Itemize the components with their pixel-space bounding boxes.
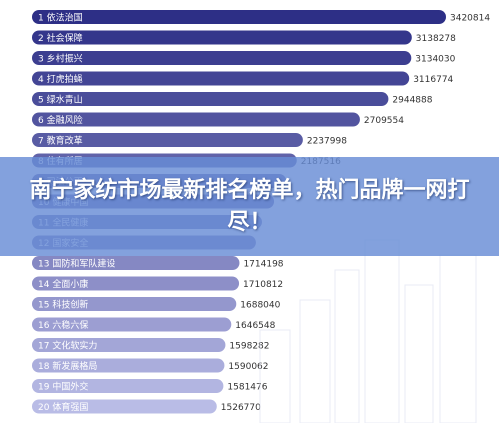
headline-banner: 南宁家纺市场最新排名榜单，热门品牌一网打尽！: [0, 157, 499, 256]
bar: [32, 399, 217, 414]
bar: [32, 30, 412, 45]
bar: [32, 317, 232, 332]
category-label: 4 打虎拍蝇: [38, 73, 83, 85]
category-label: 15 科技创新: [38, 299, 88, 311]
value-label: 3138278: [416, 34, 456, 44]
value-label: 2237998: [307, 137, 347, 147]
value-label: 1710812: [243, 280, 283, 290]
value-label: 1581476: [227, 383, 267, 393]
value-label: 1688040: [240, 301, 280, 311]
value-label: 1590062: [228, 362, 268, 372]
bar: [32, 297, 237, 311]
category-label: 7 教育改革: [38, 135, 83, 147]
category-label: 19 中国外交: [38, 381, 88, 393]
category-label: 18 新发展格局: [38, 360, 97, 372]
bar: [32, 71, 410, 86]
value-label: 3420814: [450, 14, 490, 24]
bar: [32, 92, 389, 106]
bar: [32, 133, 303, 147]
value-label: 3134030: [415, 55, 455, 65]
value-label: 1598282: [229, 342, 269, 352]
category-label: 17 文化软实力: [38, 340, 97, 352]
bar: [32, 276, 240, 291]
bar: [32, 112, 360, 127]
category-label: 14 全面小康: [38, 278, 88, 290]
category-label: 3 乡村振兴: [38, 53, 83, 65]
category-label: 16 六稳六保: [38, 319, 88, 331]
value-label: 1714198: [243, 260, 283, 270]
category-label: 5 绿水青山: [38, 94, 83, 106]
category-label: 13 国防和军队建设: [38, 258, 115, 270]
bar: [32, 379, 224, 393]
category-label: 6 金融风险: [38, 114, 83, 126]
bar: [32, 10, 446, 24]
category-label: 20 体育强国: [38, 401, 88, 413]
bar: [32, 358, 225, 373]
headline-title: 南宁家纺市场最新排名榜单，热门品牌一网打尽！: [29, 177, 470, 235]
value-label: 1526770: [221, 403, 261, 413]
category-label: 2 社会保障: [38, 32, 83, 44]
value-label: 2944888: [392, 96, 432, 106]
bar: [32, 51, 412, 65]
value-label: 3116774: [413, 75, 453, 85]
bar: [32, 338, 226, 352]
value-label: 1646548: [235, 321, 275, 331]
value-label: 2709554: [364, 116, 404, 126]
bar: [32, 256, 240, 270]
category-label: 1 依法治国: [38, 12, 83, 24]
